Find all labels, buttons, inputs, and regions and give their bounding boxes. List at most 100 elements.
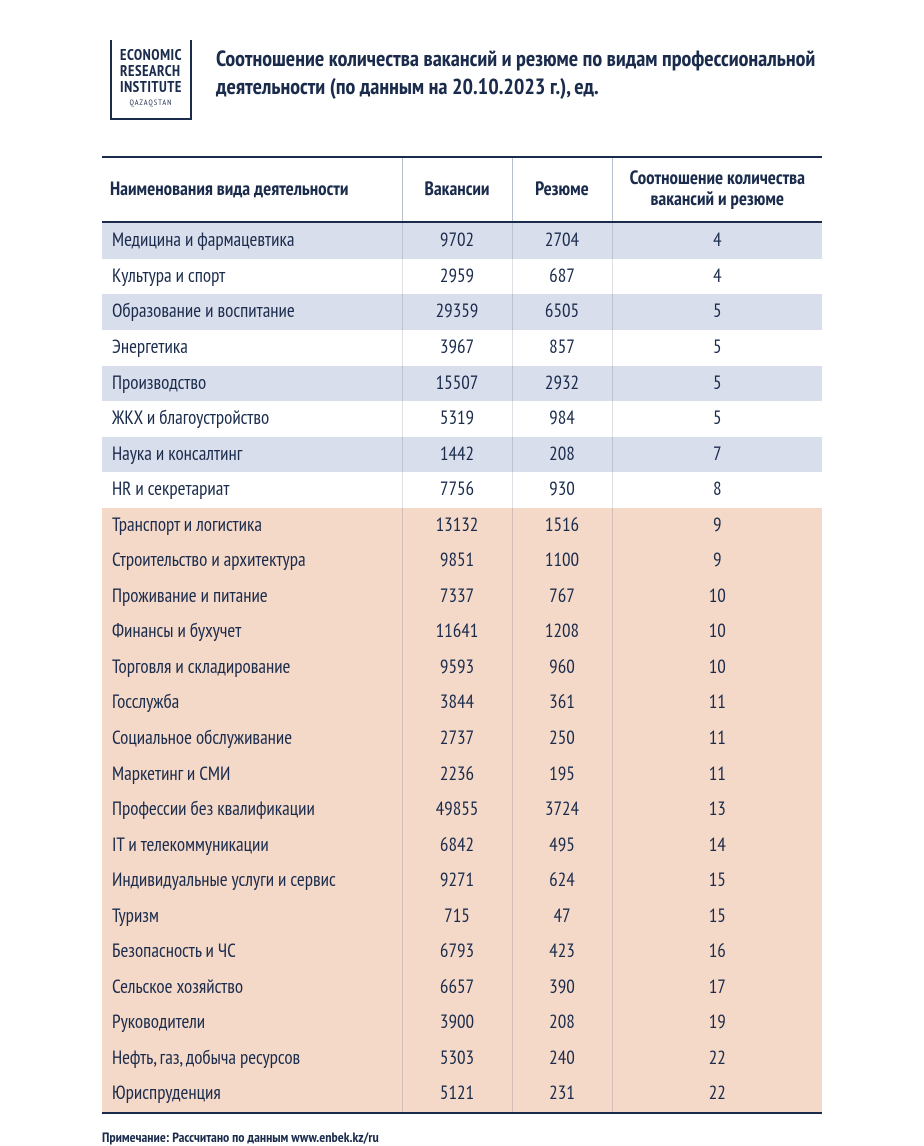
cell-ratio: 19 — [612, 1005, 822, 1041]
cell-ratio: 17 — [612, 970, 822, 1006]
data-table: Наименования вида деятельности Вакансии … — [102, 156, 822, 1114]
table-row: Медицина и фармацевтика970227044 — [102, 222, 822, 259]
cell-resumes: 250 — [512, 721, 612, 757]
table-row: Туризм7154715 — [102, 899, 822, 935]
cell-name: Медицина и фармацевтика — [102, 222, 402, 259]
page-header: ECONOMIC RESEARCH INSTITUTE QAZAQSTAN Со… — [0, 0, 924, 120]
cell-ratio: 9 — [612, 508, 822, 544]
cell-vacancies: 6793 — [402, 934, 512, 970]
table-row: Культура и спорт29596874 — [102, 259, 822, 295]
cell-name: Торговля и складирование — [102, 650, 402, 686]
cell-ratio: 22 — [612, 1041, 822, 1077]
cell-ratio: 4 — [612, 259, 822, 295]
cell-name: ЖКХ и благоустройство — [102, 401, 402, 437]
cell-resumes: 960 — [512, 650, 612, 686]
cell-name: Строительство и архитектура — [102, 543, 402, 579]
cell-vacancies: 3900 — [402, 1005, 512, 1041]
cell-vacancies: 3844 — [402, 685, 512, 721]
cell-name: Культура и спорт — [102, 259, 402, 295]
cell-name: Юриспруденция — [102, 1076, 402, 1113]
cell-vacancies: 15507 — [402, 366, 512, 402]
cell-ratio: 11 — [612, 685, 822, 721]
cell-name: HR и секретариат — [102, 472, 402, 508]
col-header-ratio: Соотношение количества вакансий и резюме — [612, 157, 822, 223]
cell-name: IT и телекоммуникации — [102, 828, 402, 864]
table-row: Индивидуальные услуги и сервис927162415 — [102, 863, 822, 899]
cell-resumes: 361 — [512, 685, 612, 721]
cell-name: Проживание и питание — [102, 579, 402, 615]
cell-name: Финансы и бухучет — [102, 614, 402, 650]
table-row: IT и телекоммуникации684249514 — [102, 828, 822, 864]
cell-resumes: 767 — [512, 579, 612, 615]
cell-vacancies: 715 — [402, 899, 512, 935]
cell-ratio: 11 — [612, 721, 822, 757]
cell-ratio: 16 — [612, 934, 822, 970]
cell-name: Госслужба — [102, 685, 402, 721]
cell-name: Профессии без квалификации — [102, 792, 402, 828]
table-row: Профессии без квалификации49855372413 — [102, 792, 822, 828]
page-title: Соотношение количества вакансий и резюме… — [216, 40, 856, 101]
footnote: Примечание: Рассчитано по данным www.enb… — [102, 1128, 822, 1146]
table-row: Госслужба384436111 — [102, 685, 822, 721]
cell-vacancies: 9271 — [402, 863, 512, 899]
cell-name: Наука и консалтинг — [102, 437, 402, 473]
cell-vacancies: 5121 — [402, 1076, 512, 1113]
table-row: Маркетинг и СМИ223619511 — [102, 757, 822, 793]
cell-resumes: 3724 — [512, 792, 612, 828]
cell-resumes: 195 — [512, 757, 612, 793]
cell-ratio: 5 — [612, 330, 822, 366]
cell-ratio: 22 — [612, 1076, 822, 1113]
cell-ratio: 10 — [612, 650, 822, 686]
cell-resumes: 930 — [512, 472, 612, 508]
cell-vacancies: 11641 — [402, 614, 512, 650]
cell-resumes: 1100 — [512, 543, 612, 579]
cell-name: Транспорт и логистика — [102, 508, 402, 544]
table-row: Строительство и архитектура985111009 — [102, 543, 822, 579]
cell-resumes: 2932 — [512, 366, 612, 402]
cell-vacancies: 7337 — [402, 579, 512, 615]
data-table-wrapper: Наименования вида деятельности Вакансии … — [102, 156, 822, 1114]
logo-line-3: INSTITUTE — [120, 80, 182, 96]
logo: ECONOMIC RESEARCH INSTITUTE QAZAQSTAN — [110, 40, 192, 120]
cell-ratio: 5 — [612, 294, 822, 330]
cell-resumes: 231 — [512, 1076, 612, 1113]
cell-vacancies: 9702 — [402, 222, 512, 259]
cell-ratio: 4 — [612, 222, 822, 259]
cell-vacancies: 1442 — [402, 437, 512, 473]
cell-resumes: 857 — [512, 330, 612, 366]
table-row: Руководители390020819 — [102, 1005, 822, 1041]
cell-name: Социальное обслуживание — [102, 721, 402, 757]
col-header-name: Наименования вида деятельности — [102, 157, 402, 223]
cell-vacancies: 2236 — [402, 757, 512, 793]
cell-ratio: 15 — [612, 863, 822, 899]
col-header-res: Резюме — [512, 157, 612, 223]
table-row: Безопасность и ЧС679342316 — [102, 934, 822, 970]
cell-name: Сельское хозяйство — [102, 970, 402, 1006]
cell-vacancies: 6842 — [402, 828, 512, 864]
cell-name: Руководители — [102, 1005, 402, 1041]
cell-resumes: 47 — [512, 899, 612, 935]
table-row: Торговля и складирование959396010 — [102, 650, 822, 686]
logo-subtext: QAZAQSTAN — [120, 99, 182, 107]
table-row: Производство1550729325 — [102, 366, 822, 402]
cell-vacancies: 7756 — [402, 472, 512, 508]
cell-ratio: 8 — [612, 472, 822, 508]
cell-ratio: 10 — [612, 579, 822, 615]
cell-vacancies: 9851 — [402, 543, 512, 579]
cell-resumes: 687 — [512, 259, 612, 295]
cell-ratio: 7 — [612, 437, 822, 473]
cell-resumes: 6505 — [512, 294, 612, 330]
cell-vacancies: 5303 — [402, 1041, 512, 1077]
cell-ratio: 13 — [612, 792, 822, 828]
cell-ratio: 5 — [612, 401, 822, 437]
cell-resumes: 240 — [512, 1041, 612, 1077]
cell-resumes: 208 — [512, 437, 612, 473]
cell-vacancies: 3967 — [402, 330, 512, 366]
cell-vacancies: 6657 — [402, 970, 512, 1006]
cell-name: Безопасность и ЧС — [102, 934, 402, 970]
cell-name: Нефть, газ, добыча ресурсов — [102, 1041, 402, 1077]
table-row: Транспорт и логистика1313215169 — [102, 508, 822, 544]
table-row: Образование и воспитание2935965055 — [102, 294, 822, 330]
cell-resumes: 208 — [512, 1005, 612, 1041]
table-row: Наука и консалтинг14422087 — [102, 437, 822, 473]
